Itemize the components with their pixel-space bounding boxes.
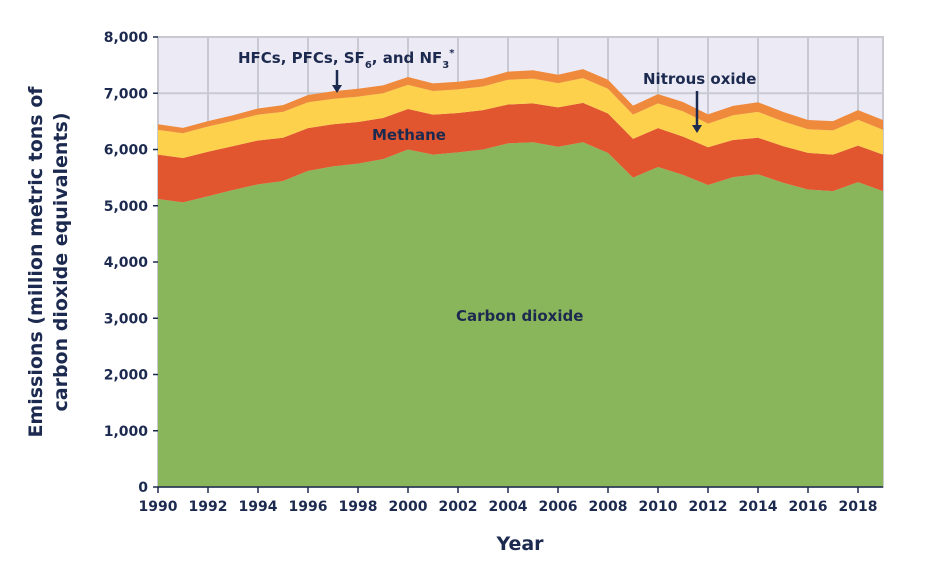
area-hfcs-pfcs-sf6-and-nf3: [158, 69, 883, 134]
x-tick-label: 2014: [739, 499, 778, 515]
x-tick-label: 2010: [639, 499, 678, 515]
x-tick-label: 1994: [239, 499, 278, 515]
x-tick-labels: 1990 1992 1994 1996 1998 2000 2002 2004 2006 2008…: [139, 487, 878, 515]
y-axis-title: Emissions (million metric tons of carbon…: [25, 86, 72, 438]
area-methane: [158, 102, 883, 203]
y-tick-label: 1,000: [104, 424, 149, 440]
x-tick-label: 2006: [539, 499, 578, 515]
areas: [158, 69, 883, 487]
y-axis-title-line1: Emissions (million metric tons of: [25, 86, 47, 438]
x-tick-label: 2018: [839, 499, 878, 515]
x-tick-label: 1998: [339, 499, 378, 515]
area-nitrous-oxide: [158, 78, 883, 158]
annotation-carbon-dioxide: Carbon dioxide: [456, 307, 583, 325]
y-tick-label: 4,000: [104, 255, 149, 271]
x-tick-label: 1996: [289, 499, 328, 515]
y-tick-label: 5,000: [104, 199, 149, 215]
x-tick-label: 2002: [439, 499, 478, 515]
y-tick-label: 8,000: [104, 30, 149, 46]
x-tick-label: 2008: [589, 499, 628, 515]
y-tick-label: 0: [138, 480, 148, 496]
x-tick-label: 2012: [689, 499, 728, 515]
x-tick-label: 1990: [139, 499, 178, 515]
x-axis-title: Year: [495, 533, 544, 555]
annotation-methane: Methane: [372, 126, 446, 144]
x-tick-label: 2016: [789, 499, 828, 515]
y-tick-label: 7,000: [104, 86, 149, 102]
x-tick-label: 2000: [389, 499, 428, 515]
arrow-nitrous-oxide: [692, 91, 702, 133]
arrow-hfcs: [332, 70, 342, 93]
x-tick-label: 2004: [489, 499, 528, 515]
x-tick-label: 1992: [189, 499, 228, 515]
area-carbon-dioxide: [158, 142, 883, 487]
y-tick-label: 3,000: [104, 311, 149, 327]
y-tick-label: 2,000: [104, 368, 149, 384]
y-axis-title-line2: carbon dioxide equivalents): [50, 112, 72, 411]
y-tick-label: 6,000: [104, 143, 149, 159]
y-tick-labels: 0 1,000 2,000 3,000 4,000 5,000 6,000 7,000 8,00…: [104, 30, 158, 496]
annotation-hfcs: HFCs, PFCs, SF6, and NF3*: [238, 48, 455, 71]
annotation-nitrous-oxide: Nitrous oxide: [643, 70, 756, 88]
